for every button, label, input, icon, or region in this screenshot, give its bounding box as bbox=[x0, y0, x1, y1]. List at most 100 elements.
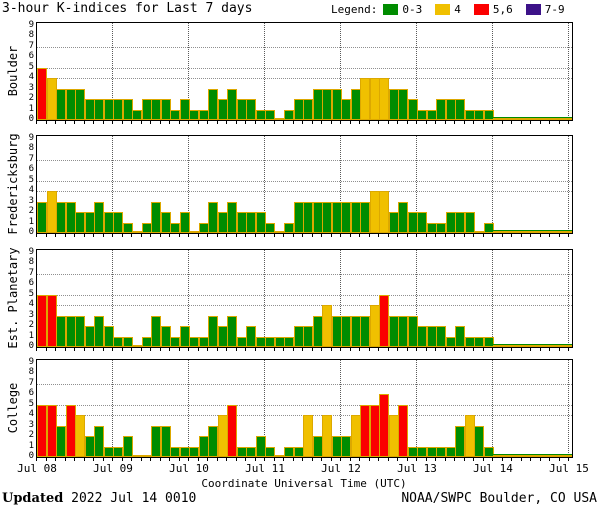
axis-tick bbox=[416, 121, 417, 124]
v-gridline-day bbox=[340, 23, 341, 120]
axis-tick bbox=[425, 234, 427, 237]
axis-tick bbox=[254, 458, 256, 461]
legend-item-label: 4 bbox=[454, 3, 461, 16]
axis-tick bbox=[435, 458, 436, 461]
axis-tick bbox=[425, 121, 427, 124]
no-data-strip bbox=[493, 344, 572, 347]
k-bar bbox=[217, 212, 228, 233]
k-bar bbox=[360, 78, 370, 120]
axis-tick bbox=[340, 458, 341, 461]
axis-tick bbox=[368, 121, 370, 124]
axis-tick bbox=[36, 458, 37, 461]
k-bar bbox=[37, 68, 47, 120]
axis-tick bbox=[359, 121, 360, 124]
axis-tick bbox=[492, 234, 493, 237]
axis-tick bbox=[121, 234, 123, 237]
h-gridline-k7 bbox=[37, 273, 572, 275]
axis-tick bbox=[511, 458, 512, 461]
k-bar bbox=[455, 212, 465, 233]
legend-item-4: 4 bbox=[435, 3, 461, 16]
y-tick-label: 5 bbox=[28, 174, 34, 185]
k-bar bbox=[236, 447, 247, 457]
axis-tick bbox=[397, 348, 398, 351]
k-bar bbox=[483, 447, 494, 457]
axis-tick bbox=[216, 234, 218, 237]
axis-tick bbox=[121, 458, 123, 461]
k-bar bbox=[341, 99, 351, 120]
y-tick-label: 5 bbox=[28, 398, 34, 409]
axis-tick bbox=[397, 458, 398, 461]
v-gridline-day bbox=[340, 136, 341, 233]
axis-tick bbox=[83, 458, 85, 461]
x-tick-label: Jul 12 bbox=[321, 462, 361, 475]
axis-tick bbox=[311, 458, 313, 461]
k-bar bbox=[65, 405, 76, 457]
v-gridline-day bbox=[416, 360, 417, 457]
axis-tick bbox=[530, 348, 531, 351]
axis-tick bbox=[74, 458, 75, 461]
y-tick-label: 6 bbox=[28, 388, 34, 399]
axis-tick bbox=[292, 234, 294, 237]
axis-tick bbox=[169, 348, 170, 351]
k-bar bbox=[103, 212, 114, 233]
k-bar bbox=[284, 223, 294, 233]
h-gridline-k7 bbox=[37, 159, 572, 161]
axis-tick bbox=[93, 121, 94, 124]
axis-tick bbox=[568, 234, 569, 237]
axis-tick bbox=[330, 234, 332, 237]
k-bar bbox=[198, 110, 209, 120]
k-bar bbox=[398, 89, 408, 120]
axis-tick bbox=[254, 121, 256, 124]
axis-tick bbox=[406, 234, 408, 237]
axis-tick bbox=[473, 348, 474, 351]
axis-tick bbox=[83, 348, 85, 351]
axis-tick bbox=[511, 348, 512, 351]
axis-tick bbox=[435, 121, 436, 124]
y-tick-label: 5 bbox=[28, 61, 34, 72]
axis-tick bbox=[283, 458, 284, 461]
k-bar bbox=[303, 415, 313, 457]
y-tick-label: 2 bbox=[28, 430, 34, 441]
axis-tick bbox=[273, 458, 275, 461]
axis-tick bbox=[188, 234, 189, 237]
axis-tick bbox=[444, 348, 446, 351]
k-bar bbox=[293, 202, 304, 233]
k-bar bbox=[255, 110, 266, 120]
k-bar bbox=[322, 89, 332, 120]
axis-tick bbox=[83, 234, 85, 237]
axis-tick bbox=[245, 348, 246, 351]
axis-tick bbox=[273, 348, 275, 351]
y-tick-label: 7 bbox=[28, 153, 34, 164]
k-bar bbox=[208, 89, 218, 120]
axis-tick bbox=[473, 234, 474, 237]
k-bar bbox=[265, 447, 275, 457]
k-bar bbox=[94, 202, 104, 233]
y-tick-label: 3 bbox=[28, 309, 34, 320]
axis-tick bbox=[207, 121, 208, 124]
axis-tick bbox=[321, 458, 322, 461]
y-tick-label: 6 bbox=[28, 278, 34, 289]
v-gridline-day bbox=[264, 23, 265, 120]
legend-swatch-icon bbox=[435, 4, 451, 15]
axis-tick bbox=[226, 458, 227, 461]
axis-tick bbox=[150, 458, 151, 461]
axis-tick bbox=[207, 458, 208, 461]
legend-item-0-3: 0-3 bbox=[383, 3, 422, 16]
axis-tick bbox=[283, 348, 284, 351]
legend-swatch-icon bbox=[473, 4, 489, 15]
axis-tick bbox=[93, 234, 94, 237]
legend-swatch-icon bbox=[383, 4, 399, 15]
legend: Legend: 0-3 4 5,6 7-9 bbox=[331, 3, 578, 16]
axis-tick bbox=[397, 234, 398, 237]
x-tick-label: Jul 14 bbox=[473, 462, 513, 475]
v-gridline-day bbox=[188, 360, 189, 457]
h-gridline-k7 bbox=[37, 46, 572, 48]
k-bar bbox=[265, 110, 275, 120]
axis-tick bbox=[359, 458, 360, 461]
k-bar bbox=[379, 78, 389, 120]
y-tick-label: 6 bbox=[28, 51, 34, 62]
y-tick-label: 0 bbox=[28, 227, 34, 237]
k-bar bbox=[322, 202, 332, 233]
k-bar bbox=[312, 316, 323, 347]
k-bar bbox=[170, 447, 180, 457]
